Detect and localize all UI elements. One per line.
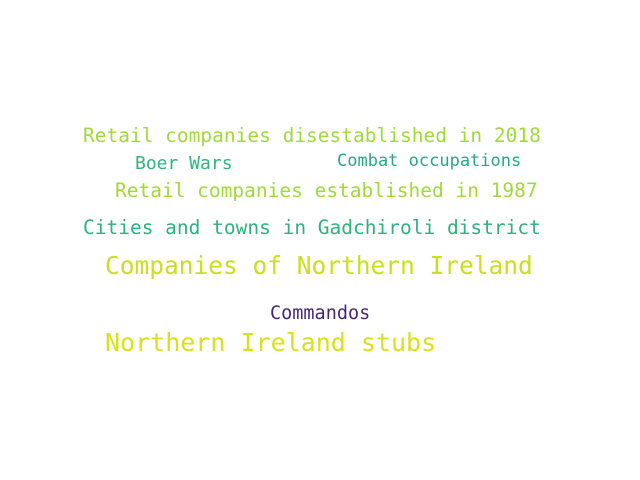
word-retail-companies-disestablished-2018: Retail companies disestablished in 2018 <box>83 124 541 147</box>
word-boer-wars: Boer Wars <box>135 153 233 174</box>
word-commandos: Commandos <box>270 303 371 324</box>
word-retail-companies-established-1987: Retail companies established in 1987 <box>115 179 538 202</box>
word-cities-towns-gadchiroli: Cities and towns in Gadchiroli district <box>83 216 541 239</box>
word-northern-ireland-stubs: Northern Ireland stubs <box>105 328 437 357</box>
word-companies-northern-ireland: Companies of Northern Ireland <box>105 251 533 280</box>
word-combat-occupations: Combat occupations <box>337 151 522 171</box>
